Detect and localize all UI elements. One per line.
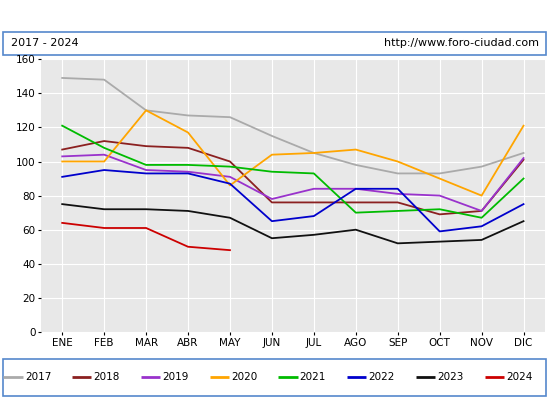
Bar [3,32,546,55]
Text: 2019: 2019 [162,372,189,382]
Text: 2018: 2018 [94,372,120,382]
Text: 2020: 2020 [231,372,257,382]
Text: http://www.foro-ciudad.com: http://www.foro-ciudad.com [384,38,539,48]
Text: 2024: 2024 [506,372,532,382]
Text: 2017 - 2024: 2017 - 2024 [11,38,79,48]
Text: 2023: 2023 [437,372,464,382]
Text: 2017: 2017 [25,372,51,382]
Text: 2021: 2021 [300,372,326,382]
Text: Evolucion del paro registrado en Majadas: Evolucion del paro registrado en Majadas [131,8,419,22]
Text: 2022: 2022 [368,372,395,382]
Bar [3,358,546,396]
